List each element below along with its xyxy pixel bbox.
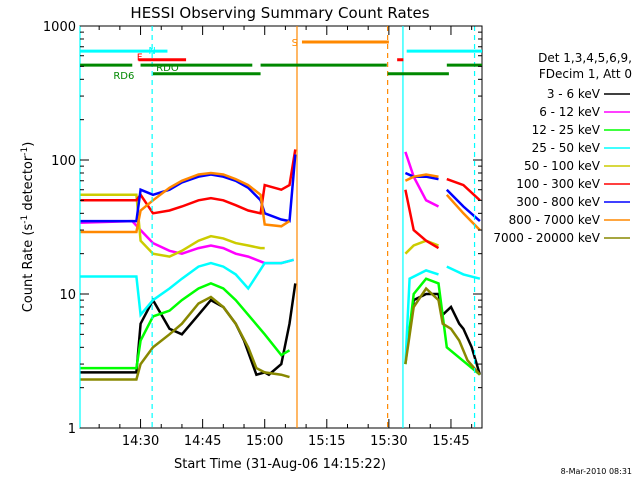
y-label-main: Count Rate (s [21,224,36,313]
legend-label-4: 50 - 100 keV [524,159,601,173]
y-axis-label: Count Rate (s-1 detector-1) [20,142,36,313]
legend-header-line2: FDecim 1, Att 0 [539,67,632,81]
x-tick-label: 14:30 [122,434,159,449]
x-tick-label: 14:45 [184,434,221,449]
y-label-mid: detector [21,155,36,215]
y-tick-label: 1 [68,422,76,437]
y-axis: 1 10 100 1000 [43,20,482,437]
y-label-end: ) [21,142,36,147]
chart-title: HESSI Observing Summary Count Rates [130,4,429,22]
series-line-1 [80,151,440,265]
x-tick-label: 15:15 [308,434,345,449]
legend: Det 1,3,4,5,6,9, FDecim 1, Att 0 3 - 6 k… [493,51,632,245]
y-tick-label: 10 [59,288,76,303]
legend-label-1: 6 - 12 keV [539,105,601,119]
x-axis-label: Start Time (31-Aug-06 14:15:22) [174,457,386,472]
y-tick-label: 1000 [43,20,76,35]
legend-label-6: 300 - 800 keV [516,195,600,209]
x-tick-label: 15:00 [246,434,283,449]
series-line-3 [80,258,481,365]
x-tick-label: 15:30 [370,434,407,449]
series-line-8 [80,286,481,381]
legend-label-5: 100 - 300 keV [516,177,600,191]
y-tick-label: 100 [51,154,76,169]
legend-label-8: 7000 - 20000 keV [493,231,600,245]
legend-header-line1: Det 1,3,4,5,6,9, [538,51,632,65]
x-axis: 14:30 14:45 15:00 15:15 15:30 15:45 [98,26,473,449]
y-label-sup1: -1 [20,215,30,224]
series-line-2 [80,277,481,376]
flags-layer: N S F RDO RD6 [80,38,482,82]
series-layer [80,149,482,381]
markers-layer [79,26,476,428]
x-tick-label: 15:45 [432,434,469,449]
legend-label-2: 12 - 25 keV [532,123,601,137]
flag-label-f: F [137,53,143,64]
flag-label-s: S [292,38,298,49]
y-label-sup2: -1 [20,147,30,156]
flag-label-n: N [148,46,155,57]
flag-label-rdo: RDO [156,63,179,74]
series-line-4 [80,193,439,258]
timestamp: 8-Mar-2010 08:31 [561,467,632,476]
legend-label-3: 25 - 50 keV [532,141,601,155]
legend-label-0: 3 - 6 keV [547,87,601,101]
legend-label-7: 800 - 7000 keV [509,213,601,227]
flag-label-rd6: RD6 [113,71,134,82]
